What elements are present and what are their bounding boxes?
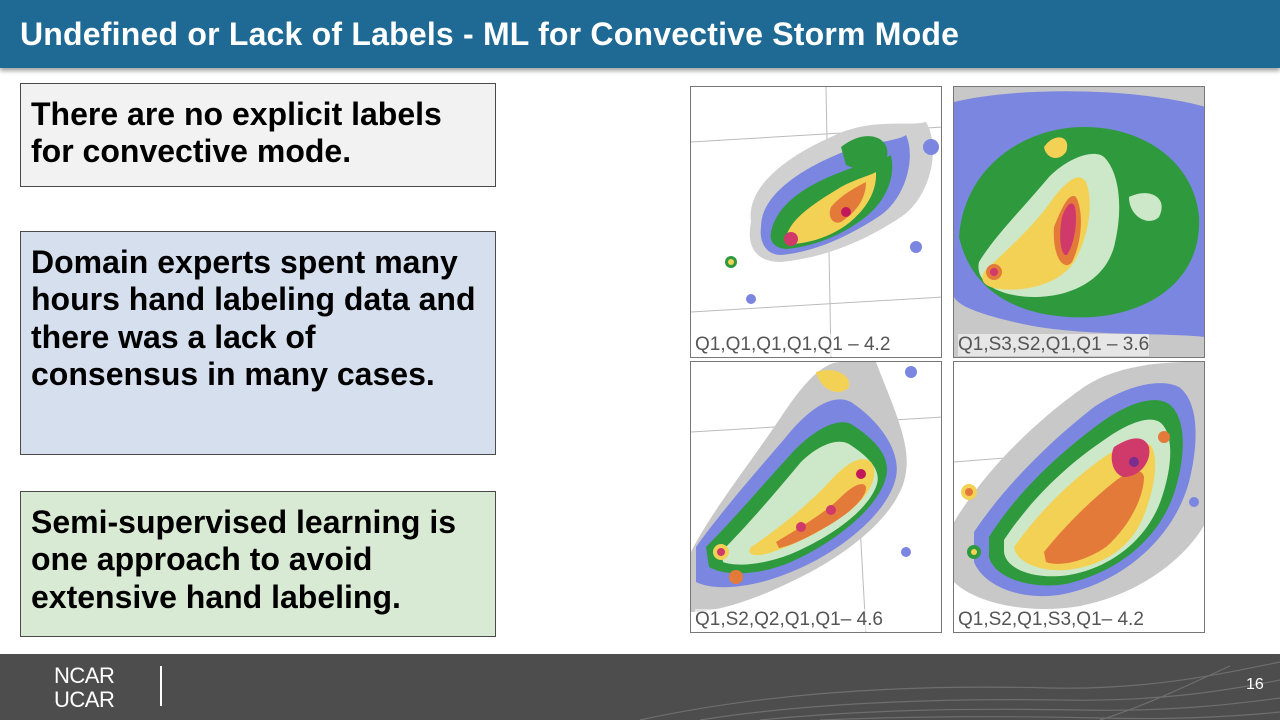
- radar-image-3: [691, 362, 941, 632]
- radar-caption-2: Q1,S3,S2,Q1,Q1 – 3.6: [958, 334, 1150, 356]
- slide-title: Undefined or Lack of Labels - ML for Con…: [20, 16, 960, 52]
- radar-panel-2: Q1,S3,S2,Q1,Q1 – 3.6: [953, 86, 1205, 358]
- text-box-domain-experts: Domain experts spent many hours hand lab…: [20, 231, 496, 455]
- radar-caption-4: Q1,S2,Q1,S3,Q1– 4.2: [958, 609, 1144, 631]
- page-number: 16: [1246, 676, 1264, 693]
- logo-divider: [160, 666, 162, 706]
- radar-image-1: [691, 87, 941, 357]
- logo-ncar: NCAR: [54, 663, 115, 688]
- footer-swirl-decoration: [639, 661, 1280, 720]
- logo-ucar: UCAR: [54, 687, 115, 712]
- ncar-ucar-logo: NCAR UCAR: [54, 663, 115, 712]
- radar-panel-1: Q1,Q1,Q1,Q1,Q1 – 4.2: [690, 86, 942, 358]
- radar-panel-4: Q1,S2,Q1,S3,Q1– 4.2: [953, 361, 1205, 633]
- radar-caption-1: Q1,Q1,Q1,Q1,Q1 – 4.2: [695, 334, 891, 356]
- text-box-domain-experts-text: Domain experts spent many hours hand lab…: [31, 244, 476, 393]
- text-box-semi-supervised: Semi-supervised learning is one approach…: [20, 491, 496, 637]
- slide-footer: NCAR UCAR 16: [0, 654, 1280, 720]
- text-box-semi-supervised-text: Semi-supervised learning is one approach…: [31, 504, 457, 615]
- radar-image-4: [954, 362, 1204, 609]
- radar-image-2: [954, 87, 1204, 357]
- slide-header: Undefined or Lack of Labels - ML for Con…: [0, 0, 1280, 68]
- text-box-no-labels: There are no explicit labels for convect…: [20, 83, 496, 187]
- radar-caption-3: Q1,S2,Q2,Q1,Q1– 4.6: [695, 609, 883, 631]
- radar-panel-3: Q1,S2,Q2,Q1,Q1– 4.6: [690, 361, 942, 633]
- text-box-no-labels-text: There are no explicit labels for convect…: [31, 96, 442, 170]
